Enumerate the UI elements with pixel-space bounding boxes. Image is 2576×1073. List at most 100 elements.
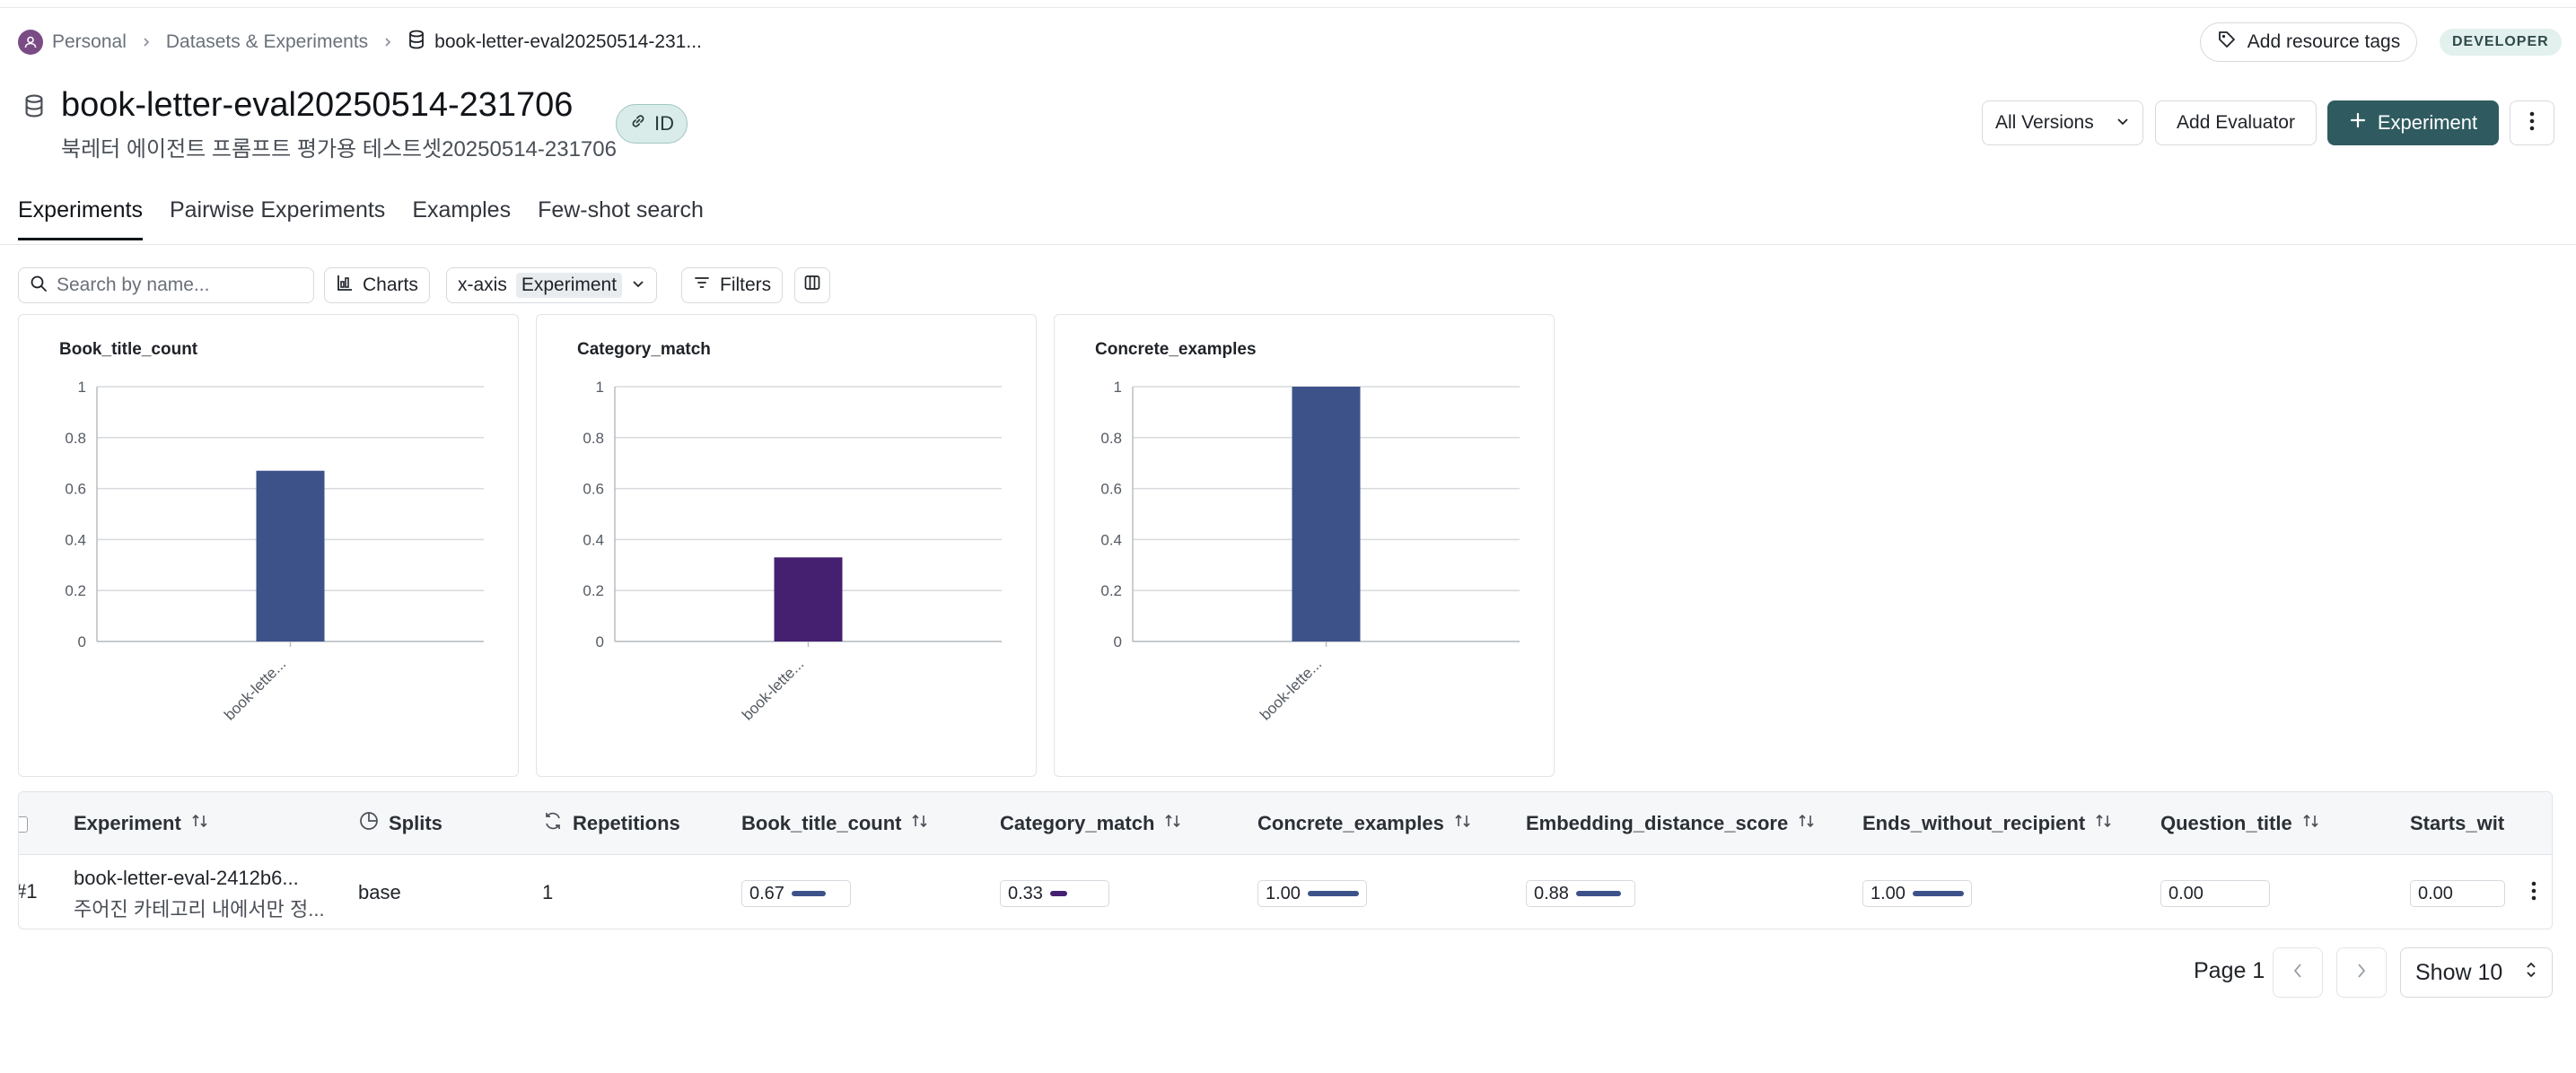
score-bar <box>791 891 843 896</box>
score-bar-fill <box>1575 891 1622 896</box>
score-bar <box>1912 891 1964 896</box>
column-label: Starts_wit <box>2410 812 2505 834</box>
page-indicator: Page 1 <box>2194 958 2265 983</box>
score-bar-fill <box>791 891 827 896</box>
row-more-button[interactable] <box>2514 856 2552 929</box>
chevron-left-icon <box>2291 962 2305 984</box>
sort-icon <box>1797 812 1817 835</box>
row-index: #1 <box>19 880 38 903</box>
y-tick-label: 0.4 <box>65 531 86 548</box>
bar <box>774 557 843 641</box>
chevron-right-icon <box>137 33 155 51</box>
repetitions-value: 1 <box>542 881 554 903</box>
new-experiment-button[interactable]: Experiment <box>2327 100 2499 145</box>
column-label: Concrete_examples <box>1257 812 1444 834</box>
column-header-experiment[interactable]: Experiment <box>74 792 210 855</box>
x-tick-label: book-lette... <box>739 655 807 723</box>
up-down-chevron-icon <box>2525 960 2537 986</box>
bar-chart: Category_match 0 0.2 0.4 0.6 0.8 1 book-lette..… <box>577 340 1002 724</box>
score-cell: 0.88 <box>1526 880 1635 907</box>
vertical-dots-icon <box>2531 881 2537 905</box>
experiment-name-link[interactable]: book-letter-eval-2412b6... <box>74 867 299 889</box>
column-header-splits[interactable]: Splits <box>358 792 442 855</box>
column-header-book-title-count[interactable]: Book_title_count <box>741 792 930 855</box>
score-value: 0.88 <box>1534 883 1569 903</box>
y-tick-label: 1 <box>1114 379 1122 396</box>
search-input[interactable] <box>57 275 290 296</box>
columns-icon <box>803 274 821 297</box>
versions-select[interactable]: All Versions <box>1982 100 2143 145</box>
sort-icon <box>2301 812 2321 835</box>
score-value: 1.00 <box>1871 883 1906 903</box>
tab-pairwise-experiments[interactable]: Pairwise Experiments <box>169 197 386 222</box>
breadcrumb-dataset[interactable]: book-letter-eval20250514-231... <box>407 30 702 55</box>
charts-label: Charts <box>363 275 418 295</box>
sort-icon <box>910 812 930 835</box>
score-bar <box>2460 891 2497 896</box>
chart-icon <box>336 274 354 297</box>
chevron-right-icon <box>379 33 397 51</box>
pie-icon <box>358 810 380 837</box>
column-header-repetitions[interactable]: Repetitions <box>542 792 680 855</box>
x-tick-label: book-lette... <box>1257 655 1325 723</box>
column-label: Splits <box>389 812 442 834</box>
versions-label: All Versions <box>1995 112 2094 133</box>
breadcrumb-personal[interactable]: Personal <box>18 30 127 55</box>
filters-label: Filters <box>720 275 772 295</box>
tab-examples[interactable]: Examples <box>412 197 512 222</box>
score-cell: 0.67 <box>741 880 851 907</box>
column-header-starts-with[interactable]: Starts_wit <box>2410 792 2518 855</box>
table-row[interactable]: #1 book-letter-eval-2412b6... 주어진 카테고리 내… <box>19 856 2552 929</box>
column-header-category-match[interactable]: Category_match <box>1000 792 1183 855</box>
y-tick-label: 0.2 <box>583 582 604 599</box>
role-badge: DEVELOPER <box>2440 29 2562 56</box>
tab-few-shot-search[interactable]: Few-shot search <box>538 197 704 222</box>
column-label: Embedding_distance_score <box>1526 812 1789 834</box>
next-page-button[interactable] <box>2336 947 2387 998</box>
more-options-button[interactable] <box>2510 100 2554 145</box>
column-header-question-title[interactable]: Question_title <box>2160 792 2321 855</box>
experiment-description: 주어진 카테고리 내에서만 정... <box>74 898 325 920</box>
copy-id-button[interactable]: ID <box>616 104 688 144</box>
y-tick-label: 0.8 <box>65 430 86 447</box>
top-divider <box>0 7 2576 8</box>
bar-chart: Book_title_count 0 0.2 0.4 0.6 0.8 1 book-lette… <box>59 340 484 724</box>
previous-page-button[interactable] <box>2273 947 2323 998</box>
score-bar <box>2211 891 2262 896</box>
column-header-ends-without-recipient[interactable]: Ends_without_recipient <box>1862 792 2114 855</box>
y-tick-label: 0.8 <box>1100 430 1122 447</box>
column-header-concrete-examples[interactable]: Concrete_examples <box>1257 792 1473 855</box>
user-avatar-icon <box>18 30 43 55</box>
tab-bar: Experiments Pairwise Experiments Example… <box>18 197 704 240</box>
y-tick-label: 0.4 <box>583 531 604 548</box>
add-resource-tags-button[interactable]: Add resource tags <box>2200 22 2417 62</box>
breadcrumb-datasets[interactable]: Datasets & Experiments <box>166 31 368 53</box>
experiments-table: Experiment Splits Repetitions Book_title… <box>18 791 2553 929</box>
breadcrumb-label: book-letter-eval20250514-231... <box>434 31 702 52</box>
page-size-select[interactable]: Show 10 <box>2400 947 2553 998</box>
filter-icon <box>693 274 711 297</box>
select-all-checkbox[interactable] <box>19 816 28 833</box>
add-evaluator-button[interactable]: Add Evaluator <box>2155 100 2317 145</box>
chevron-down-icon <box>2116 112 2130 134</box>
add-resource-tags-label: Add resource tags <box>2247 31 2401 52</box>
sort-icon <box>1453 812 1473 835</box>
charts-toggle-button[interactable]: Charts <box>324 267 430 303</box>
xaxis-label: x-axis <box>458 275 507 295</box>
column-label: Category_match <box>1000 812 1155 834</box>
column-label: Question_title <box>2160 812 2292 834</box>
columns-button[interactable] <box>794 267 830 303</box>
filters-button[interactable]: Filters <box>681 267 784 303</box>
score-value: 0.00 <box>2418 883 2453 903</box>
chart-card: Concrete_examples 0 0.2 0.4 0.6 0.8 1 book-lett… <box>1054 314 1555 777</box>
search-box <box>18 267 314 303</box>
sort-icon <box>190 812 210 835</box>
y-tick-label: 0 <box>1114 633 1122 650</box>
table-header: Experiment Splits Repetitions Book_title… <box>19 792 2552 855</box>
repeat-icon <box>542 810 564 837</box>
column-header-embedding-distance-score[interactable]: Embedding_distance_score <box>1526 792 1817 855</box>
xaxis-select[interactable]: x-axis Experiment <box>446 267 658 303</box>
y-tick-label: 0.6 <box>65 481 86 498</box>
link-icon <box>629 112 647 135</box>
tab-experiments[interactable]: Experiments <box>18 197 143 240</box>
